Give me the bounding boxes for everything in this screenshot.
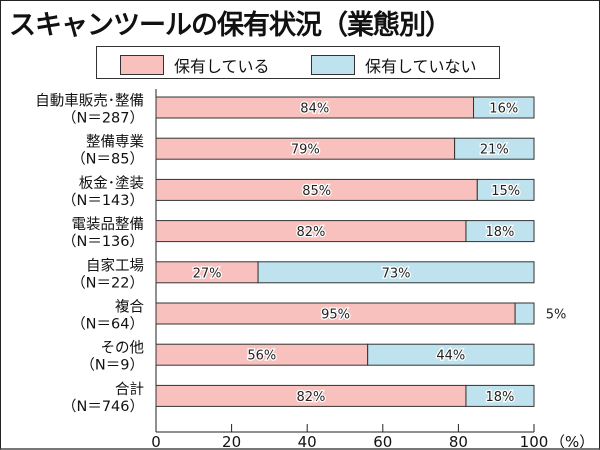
x-tick-label: 100 [520, 433, 549, 448]
bar-segment [454, 137, 535, 160]
data-label: 95% [321, 308, 350, 323]
data-label: 79% [291, 143, 320, 158]
category-label: 自動車販売･整備 [35, 93, 144, 110]
bar-segment [473, 96, 535, 119]
category-n-label: （N＝136） [62, 233, 144, 250]
bar-segment [514, 302, 535, 325]
x-tick-label: 60 [373, 433, 392, 448]
data-label: 56% [247, 349, 276, 364]
data-label: 18% [486, 225, 515, 240]
category-label: 電装品整備 [72, 216, 145, 233]
category-n-label: （N＝85） [71, 151, 144, 168]
x-tick-label: 0 [151, 433, 161, 448]
x-axis-unit: （%） [550, 433, 594, 448]
legend: 保有している 保有していない [96, 46, 500, 79]
category-n-label: （N＝746） [62, 398, 144, 415]
bar-segment [465, 220, 535, 243]
category-n-label: （N＝64） [71, 316, 144, 333]
x-tick-label: 80 [449, 433, 468, 448]
legend-swatch-owned [120, 55, 164, 75]
bar-segment [257, 261, 535, 284]
data-label: 5% [546, 308, 567, 323]
bar-segment [367, 343, 535, 366]
data-label: 21% [480, 143, 509, 158]
category-n-label: （N＝22） [71, 274, 144, 291]
category-label: 板金･塗装 [79, 174, 144, 192]
data-label: 82% [297, 225, 326, 240]
data-label: 27% [193, 266, 222, 281]
category-label: 自家工場 [86, 257, 144, 274]
legend-swatch-not-owned [311, 55, 355, 75]
bar-segment [476, 178, 535, 201]
data-label: 84% [300, 102, 329, 117]
data-label: 85% [302, 184, 331, 199]
x-tick-label: 20 [222, 433, 241, 448]
category-label: 合計 [115, 381, 144, 398]
data-label: 73% [382, 266, 411, 281]
data-label: 82% [297, 390, 326, 405]
legend-label-not-owned: 保有していない [365, 57, 477, 76]
legend-item-owned: 保有している [120, 53, 270, 77]
category-label: 整備専業 [86, 134, 144, 151]
legend-label-owned: 保有している [174, 57, 270, 76]
category-n-label: （N＝287） [62, 110, 144, 127]
data-label: 16% [489, 102, 518, 117]
x-tick-label: 40 [298, 433, 317, 448]
bar-segment [465, 384, 535, 407]
category-n-label: （N＝9） [80, 357, 144, 374]
data-label: 44% [436, 349, 465, 364]
chart-title: スキャンツールの保有状況（業態別） [9, 10, 452, 41]
data-label: 15% [491, 184, 520, 199]
category-label: その他 [101, 340, 145, 357]
category-n-label: （N＝143） [62, 192, 144, 209]
legend-item-not-owned: 保有していない [311, 53, 477, 77]
category-label: 複合 [115, 299, 144, 316]
data-label: 18% [486, 390, 515, 405]
